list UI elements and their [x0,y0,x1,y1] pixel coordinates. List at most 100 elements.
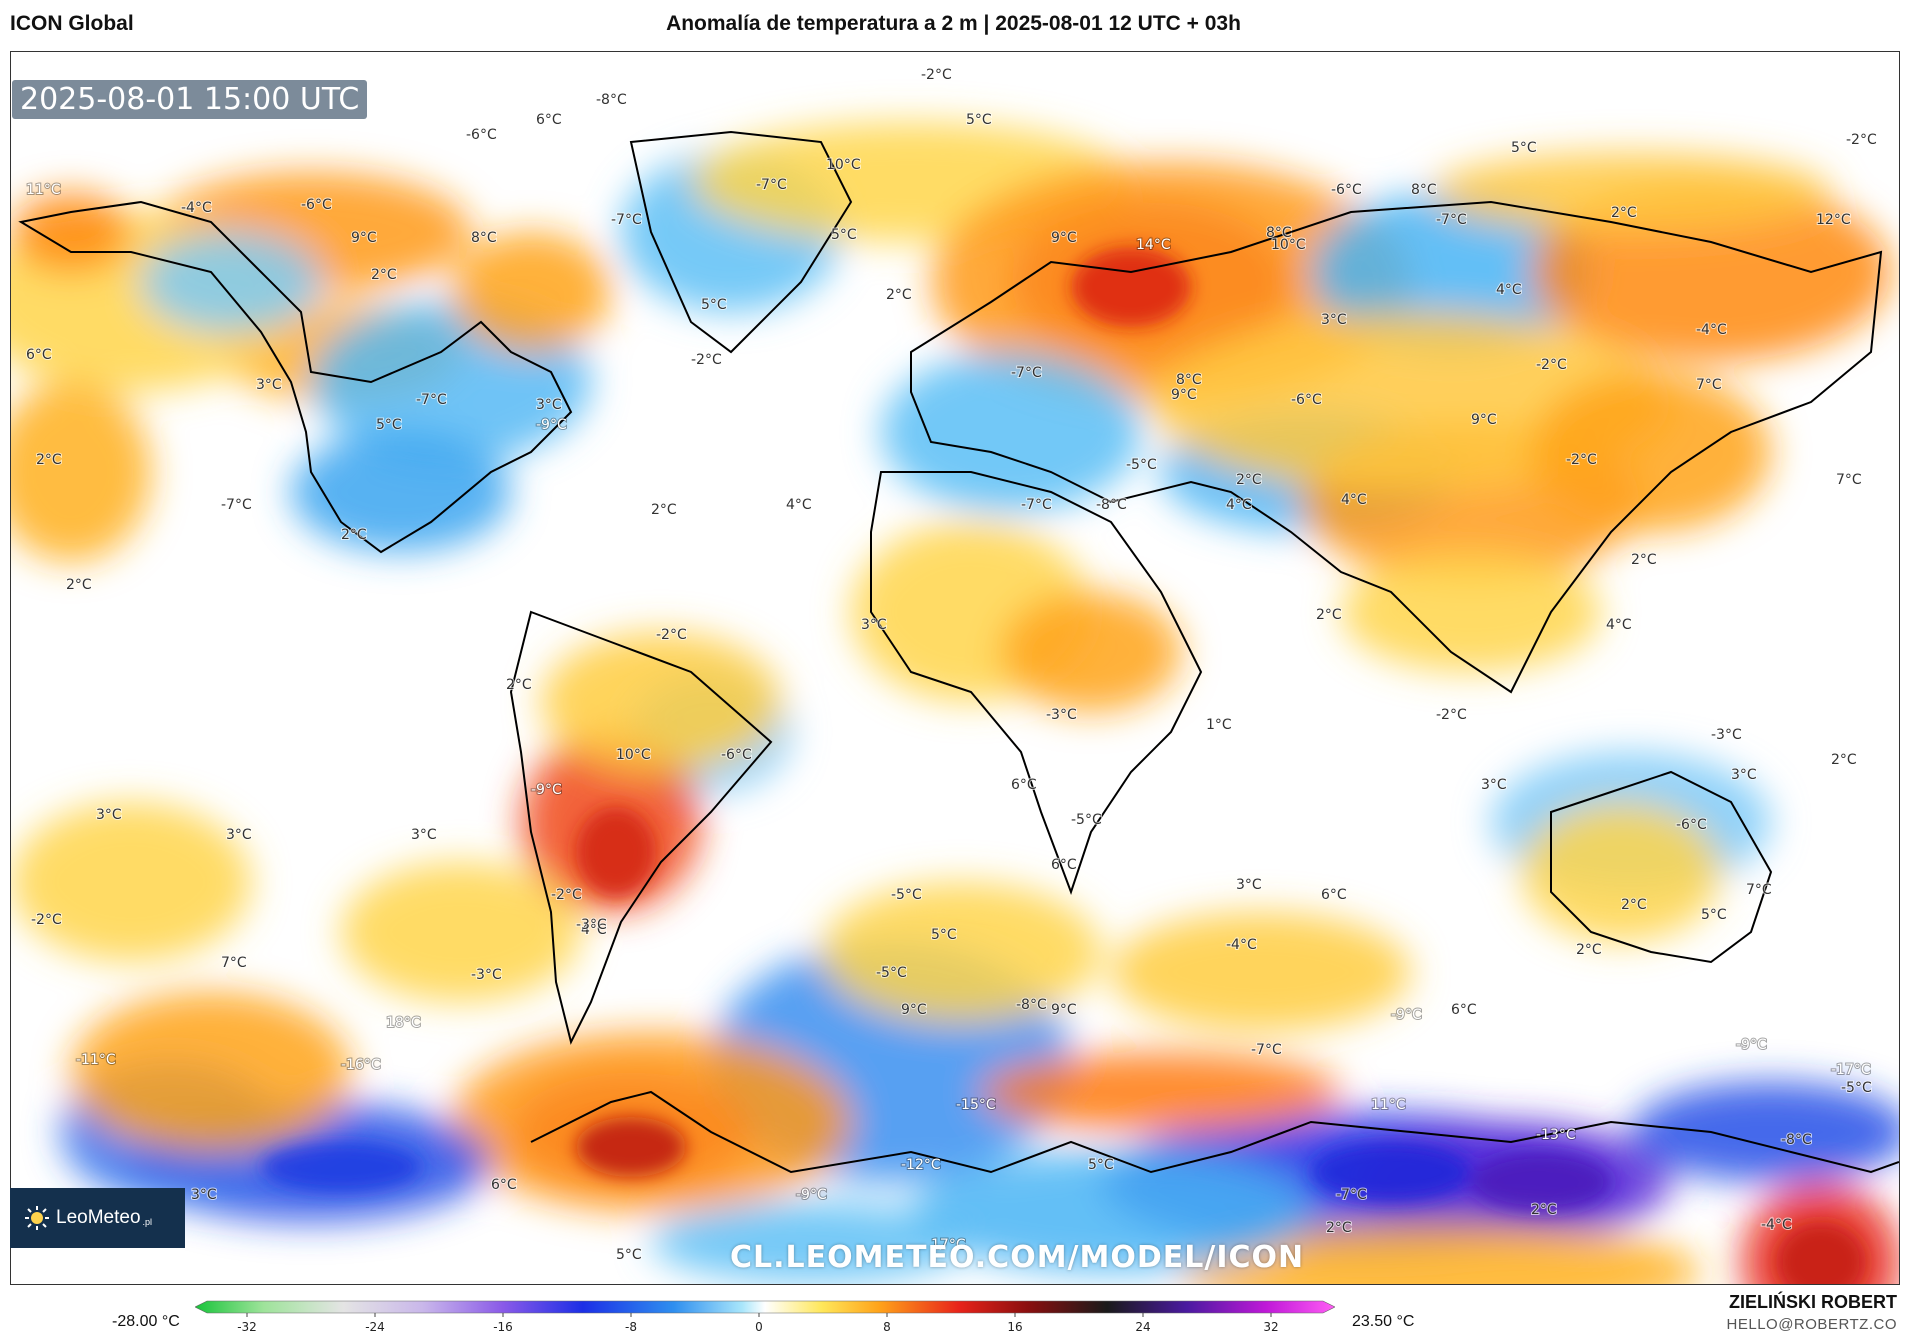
anomaly-label: 5°C [616,1247,642,1263]
anomaly-core [576,1117,686,1177]
anomaly-label: 10°C [826,157,861,173]
anomaly-label: -17°C [1831,1062,1871,1078]
anomaly-label: -2°C [921,67,952,83]
anomaly-label: -2°C [656,627,687,643]
anomaly-label: -9°C [796,1187,827,1203]
anomaly-label: -3°C [1711,727,1742,743]
anomaly-label: 2°C [886,287,912,303]
anomaly-label: -9°C [1391,1007,1422,1023]
anomaly-label: 7°C [1746,882,1772,898]
anomaly-label: 5°C [1701,907,1727,923]
anomaly-label: -6°C [466,127,497,143]
anomaly-patch [1001,592,1181,712]
anomaly-label: -3°C [576,917,607,933]
anomaly-labels: -2°C -8°C 6°C -6°C 5°C -2°C -7°C 10°C 11°C -4°C -6… [25,66,1878,1264]
anomaly-label: 2°C [1326,1220,1352,1236]
watermark-url: CL.LEOMETEO.COM/MODEL/ICON [730,1240,1305,1275]
anomaly-label: 5°C [931,927,957,943]
anomaly-label: 4°C [1606,617,1632,633]
anomaly-label: -4°C [181,200,212,216]
anomaly-label: -8°C [596,92,627,108]
colorbar-max-label: 23.50 °C [1352,1313,1415,1330]
anomaly-label: -5°C [876,965,907,981]
anomaly-label: 6°C [536,112,562,128]
anomaly-label: 5°C [701,297,727,313]
author-name: ZIELIŃSKI ROBERT [1728,1292,1897,1312]
africa-coast [870,471,1203,895]
anomaly-label: 9°C [1051,1002,1077,1018]
anomaly-label: -7°C [1436,212,1467,228]
model-name: ICON Global [10,12,134,35]
anomaly-label: -8°C [1096,497,1127,513]
anomaly-label: 2°C [651,502,677,518]
colorbar: -32 -24 -16 -8 0 8 16 24 32 [195,1300,1335,1334]
anomaly-label: 6°C [1321,887,1347,903]
anomaly-label: 3°C [536,397,562,413]
anomaly-label: 4°C [1226,497,1252,513]
anomaly-label: -7°C [1336,1187,1367,1203]
colorbar-tick-label: -8 [625,1320,637,1334]
anomaly-patch [911,1152,1311,1272]
anomaly-patch [821,882,1101,1022]
anomaly-label: 8°C [1411,182,1437,198]
anomaly-patch [11,382,151,562]
anomaly-label: -6°C [1331,182,1362,198]
colorbar-tick-label: 24 [1135,1320,1150,1334]
logo-suffix: .pl [142,1217,153,1227]
anomaly-label: -3°C [471,967,502,983]
anomaly-label: 5°C [966,112,992,128]
south-america-coast [509,610,773,1045]
colorbar-tick-label: -24 [365,1320,385,1334]
anomaly-core [261,1142,421,1192]
anomaly-label: 11°C [1371,1097,1406,1113]
anomaly-label: 2°C [371,267,397,283]
colorbar-tick-label: -16 [493,1320,513,1334]
anomaly-label: 2°C [1831,752,1857,768]
anomaly-label: -2°C [31,912,62,928]
anomaly-patch [291,432,511,552]
anomaly-label: -6°C [301,197,332,213]
anomaly-patch [651,1202,971,1282]
anomaly-label: 5°C [1511,140,1537,156]
colorbar-tick-label: 32 [1263,1320,1278,1334]
anomaly-label: 8°C [1266,225,1292,241]
colorbar-tick-label: 8 [883,1320,891,1334]
antarctica-coast [530,1090,1899,1174]
anomaly-patch [11,192,131,272]
anomaly-label: 3°C [1321,312,1347,328]
map-title: Anomalía de temperatura a 2 m | 2025-08-… [666,12,1241,35]
anomaly-core [576,807,656,897]
anomaly-label: 2°C [1316,607,1342,623]
anomaly-label: 9°C [901,1002,927,1018]
anomaly-label: 6°C [1051,857,1077,873]
anomaly-label: 3°C [226,827,252,843]
anomaly-label: 14°C [1136,237,1171,253]
anomaly-label: 9°C [1171,387,1197,403]
anomaly-label: 2°C [341,527,367,543]
author-email: HELLO@ROBERTZ.CO [1726,1316,1897,1333]
anomaly-label: 5°C [1088,1157,1114,1173]
anomaly-patch [1531,372,1771,532]
anomaly-label: 3°C [1236,877,1262,893]
anomaly-patch [1631,1082,1899,1182]
anomaly-label: -3°C [1046,707,1077,723]
anomaly-label: 4°C [1496,282,1522,298]
anomaly-label: -15°C [956,1097,996,1113]
anomaly-label: 5°C [831,227,857,243]
anomaly-label: -4°C [1226,937,1257,953]
anomaly-label: 10°C [616,747,651,763]
anomaly-core [1071,247,1191,327]
anomaly-label: -13°C [1536,1127,1576,1143]
anomaly-patch [11,802,251,962]
anomaly-label: 4°C [1341,492,1367,508]
anomaly-patch [541,632,781,772]
anomaly-label: -12°C [901,1157,941,1173]
anomaly-label: 3°C [1481,777,1507,793]
anomaly-core [1471,1152,1611,1212]
anomaly-label: -7°C [756,177,787,193]
anomaly-label: -5°C [1841,1080,1872,1096]
anomaly-label: 9°C [351,230,377,246]
anomaly-patch [451,232,611,352]
anomaly-patch [1341,552,1601,672]
anomaly-label: -2°C [1436,707,1467,723]
